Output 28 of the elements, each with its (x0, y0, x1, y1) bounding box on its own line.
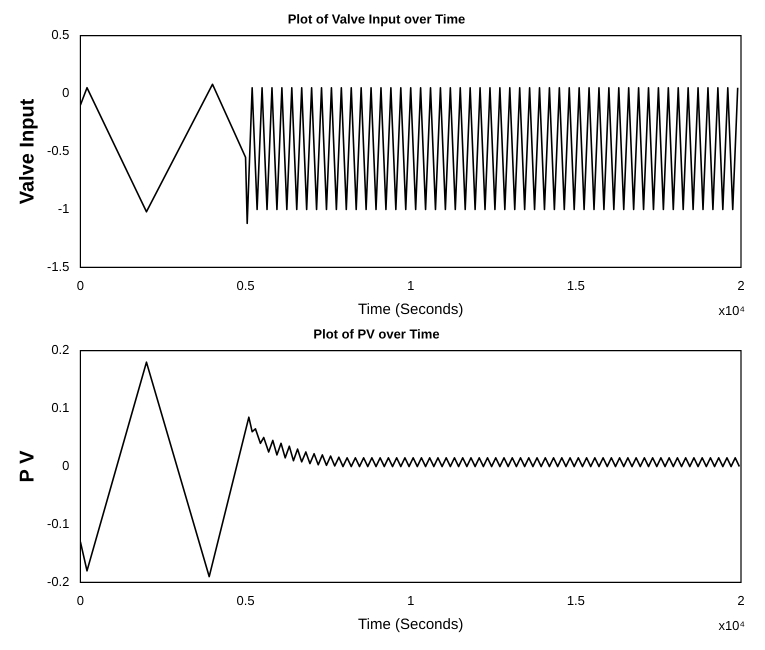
y-tick-label: -0.5 (46, 143, 70, 158)
y-tick-label: 0 (62, 458, 70, 474)
y-axis-title: Valve Input (16, 98, 39, 204)
y-axis-title: P V (16, 450, 39, 482)
y-tick-label: -1.5 (46, 258, 70, 274)
text: x10⁴ (718, 618, 745, 633)
x-tick-label: 1 (407, 592, 414, 608)
x-tick-label: 1.5 (566, 278, 585, 293)
x-tick-label: 0 (76, 278, 84, 293)
y-tick-label: -0.2 (46, 574, 70, 589)
y-tick-label: -0.1 (46, 516, 70, 532)
x-tick-label: 1 (407, 278, 414, 293)
y-tick-label: 0.2 (51, 342, 70, 358)
y-tick-label: 0.5 (51, 27, 70, 42)
x-tick-label: 0.5 (236, 592, 255, 608)
x-tick-label: 2 (737, 278, 745, 293)
chart-title: Plot of Valve Input over Time (288, 11, 466, 26)
x-tick-label: 0 (76, 592, 84, 608)
x-axis-title: Time (Seconds) (358, 616, 464, 634)
y-tick-label: 0.1 (51, 400, 70, 416)
x-tick-label: 0.5 (236, 278, 255, 293)
text: x10⁴ (718, 303, 745, 318)
y-tick-label: -1 (58, 201, 70, 216)
x-axis-title: Time (Seconds) (358, 301, 464, 318)
x-tick-label: 1.5 (566, 592, 585, 608)
chart-title: Plot of PV over Time (313, 326, 440, 342)
y-tick-label: 0 (62, 85, 70, 100)
x-tick-label: 2 (737, 592, 745, 608)
